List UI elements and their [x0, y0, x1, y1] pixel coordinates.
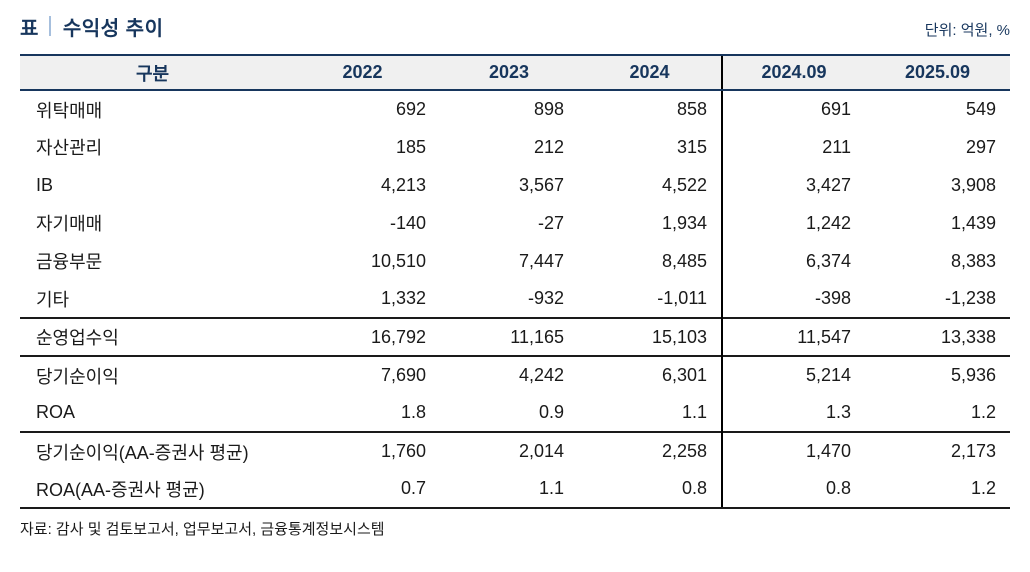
report-page: 표 수익성 추이 단위: 억원, % 구분 2022 2023 2024 2024.09…	[20, 10, 1010, 538]
cell-value: 1.3	[721, 394, 865, 432]
cell-value: 0.9	[538, 402, 564, 422]
row-label: 자기매매	[36, 214, 103, 234]
title-divider-bar	[48, 16, 51, 36]
cell-value: 5,214	[721, 355, 865, 394]
column-header-4: 2024.09	[721, 54, 865, 91]
cell-value: 11,165	[440, 317, 578, 356]
cell-value: 211	[721, 128, 865, 166]
cell-value: 16,792	[285, 317, 440, 356]
cell-value: 549	[965, 99, 996, 119]
cell-value: 6,374	[721, 242, 865, 280]
title-prefix: 표	[20, 17, 39, 40]
cell-value: 858	[676, 99, 707, 119]
cell-value: 0.8	[721, 470, 865, 509]
row-label: 기타	[36, 289, 70, 310]
column-header-3: 2024	[578, 54, 722, 91]
cell-value: 7,447	[518, 250, 564, 271]
table-row: ROA(AA-증권사 평균) 0.7 1.1 0.8 0.8 1.2	[20, 470, 1010, 509]
cell-value: 5,936	[865, 355, 1010, 394]
page-title: 수익성 추이	[62, 17, 164, 40]
row-label: ROA(AA-증권사 평균)	[20, 470, 285, 509]
cell-value: 13,338	[865, 317, 1010, 356]
row-label: 순영업수익	[20, 317, 285, 356]
table-row: 자산관리 185 212 315 211 297	[20, 128, 1010, 166]
table-row: IB 4,213 3,567 4,522 3,427 3,908	[20, 166, 1010, 204]
cell-value: 4,242	[440, 355, 578, 394]
cell-value: 1,332	[380, 288, 426, 308]
row-label: IB	[36, 174, 54, 195]
cell-value: 1,439	[950, 212, 996, 233]
cell-value: 1.1	[440, 470, 578, 509]
cell-value: 2,173	[865, 431, 1010, 470]
column-header-1: 2022	[285, 54, 440, 91]
cell-value: 3,567	[518, 174, 564, 195]
column-header-0: 구분	[20, 54, 285, 91]
cell-value: 898	[533, 99, 564, 119]
row-label: ROA	[36, 402, 76, 422]
cell-value: 7,690	[285, 355, 440, 394]
cell-value: 297	[965, 136, 996, 157]
cell-value: 10,510	[370, 250, 426, 271]
source-note: 자료: 감사 및 검토보고서, 업무보고서, 금융통계정보시스템	[20, 521, 385, 538]
cell-value: 4,213	[380, 174, 426, 195]
header-row: 구분 2022 2023 2024 2024.09 2025.09	[20, 54, 1010, 91]
cell-value: 3,427	[721, 166, 865, 204]
cell-value: 212	[533, 136, 564, 157]
cell-value: 0.8	[578, 470, 722, 509]
table-title: 표 수익성 추이	[20, 12, 163, 41]
cell-value: 1,242	[721, 204, 865, 242]
cell-value: 692	[395, 99, 426, 119]
row-label: 금융부문	[36, 252, 103, 272]
table-row: 위탁매매 692 898 858 691 549	[20, 90, 1010, 128]
cell-value: 6,301	[578, 355, 722, 394]
row-label: 위탁매매	[36, 100, 103, 121]
title-bar: 표 수익성 추이 단위: 억원, %	[20, 10, 1010, 42]
cell-value: 1.2	[970, 402, 996, 422]
column-header-2: 2023	[440, 54, 578, 91]
cell-value: 315	[676, 136, 707, 157]
cell-value: -140	[389, 212, 426, 233]
table-row: 금융부문 10,510 7,447 8,485 6,374 8,383	[20, 242, 1010, 280]
cell-value: 185	[395, 136, 426, 157]
table-body: 위탁매매 692 898 858 691 549 자산관리 185 212 315 211 297 IB…	[20, 90, 1010, 509]
cell-value: 8,383	[950, 250, 996, 271]
unit-label: 단위: 억원, %	[924, 21, 1010, 39]
table-row: 순영업수익 16,792 11,165 15,103 11,547 13,338	[20, 317, 1010, 356]
cell-value: 0.7	[285, 470, 440, 509]
table-row: 당기순이익 7,690 4,242 6,301 5,214 5,936	[20, 355, 1010, 394]
row-label: 당기순이익	[20, 355, 285, 394]
cell-value: -932	[527, 288, 564, 308]
profitability-table: 구분 2022 2023 2024 2024.09 2025.09 위탁매매 692 898 8…	[20, 54, 1010, 509]
cell-value: 1,934	[661, 212, 707, 233]
table-row: 기타 1,332 -932 -1,011 -398 -1,238	[20, 280, 1010, 318]
cell-value: 1,760	[285, 431, 440, 470]
column-header-5: 2025.09	[865, 54, 1010, 91]
cell-value: 691	[721, 90, 865, 128]
cell-value: -1,011	[657, 288, 707, 308]
cell-value: -1,238	[944, 288, 996, 308]
table-row: ROA 1.8 0.9 1.1 1.3 1.2	[20, 394, 1010, 432]
row-label: 당기순이익(AA-증권사 평균)	[20, 431, 285, 470]
cell-value: 1.2	[865, 470, 1010, 509]
cell-value: 11,547	[721, 317, 865, 356]
cell-value: 2,014	[440, 431, 578, 470]
row-label: 자산관리	[36, 138, 103, 158]
cell-value: 1.8	[400, 402, 426, 422]
cell-value: 4,522	[661, 174, 707, 195]
cell-value: -398	[721, 280, 865, 318]
cell-value: 1,470	[721, 431, 865, 470]
cell-value: 8,485	[661, 250, 707, 271]
cell-value: -27	[537, 212, 564, 233]
table-row: 자기매매 -140 -27 1,934 1,242 1,439	[20, 204, 1010, 242]
table-row: 당기순이익(AA-증권사 평균) 1,760 2,014 2,258 1,470 2,17…	[20, 431, 1010, 470]
cell-value: 1.1	[681, 402, 707, 422]
cell-value: 3,908	[950, 174, 996, 195]
cell-value: 15,103	[578, 317, 722, 356]
cell-value: 2,258	[578, 431, 722, 470]
